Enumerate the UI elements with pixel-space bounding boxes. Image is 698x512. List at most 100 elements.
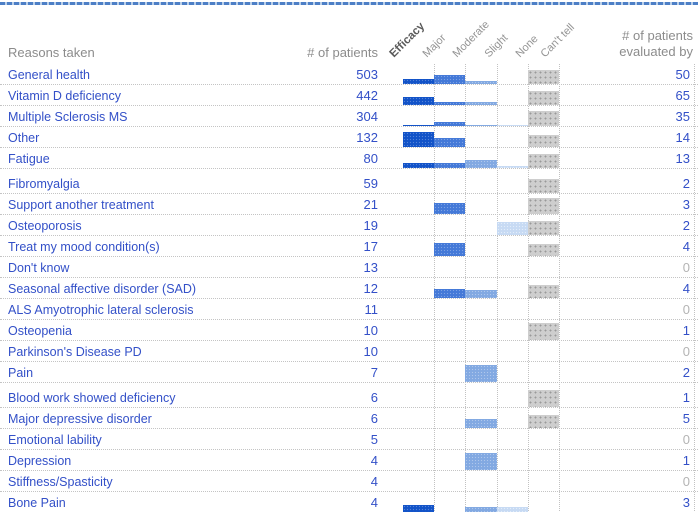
reason-link[interactable]: Pain [8, 366, 34, 380]
patients-count: 10 [363, 344, 378, 359]
evaluated-count: 65 [675, 88, 690, 103]
evaluated-count: 0 [682, 302, 690, 317]
efficacy-bar-cant-tell [528, 91, 559, 105]
evaluated-count: 4 [682, 239, 690, 254]
efficacy-header: Efficacy [387, 20, 428, 60]
evaluated-count: 0 [682, 474, 690, 489]
evaluated-count: 4 [682, 281, 690, 296]
num-evaluated-header: # of patients evaluated by [619, 28, 693, 59]
patients-count: 503 [356, 67, 378, 82]
reason-link[interactable]: Bone Pain [8, 496, 66, 510]
reason-link[interactable]: Fatigue [8, 152, 50, 166]
efficacy-bar-cant-tell [528, 323, 559, 340]
patients-count: 19 [363, 218, 378, 233]
gridline-right-edge [694, 64, 695, 512]
efficacy-bar-cant-tell [528, 154, 559, 168]
rating-header-cant-tell: Can't tell [538, 21, 578, 60]
table-row: Fatigue 80 13 [0, 148, 698, 169]
patients-count: 4 [370, 453, 378, 468]
efficacy-bar-none [497, 166, 528, 168]
table-row: Vitamin D deficiency 442 65 [0, 85, 698, 106]
reason-link[interactable]: Depression [8, 454, 72, 468]
rating-header-slight: Slight [482, 32, 511, 60]
table-row: Other 132 14 [0, 127, 698, 148]
efficacy-bar-cant-tell [528, 70, 559, 84]
reason-link[interactable]: Multiple Sclerosis MS [8, 110, 128, 124]
efficacy-bar-cant-tell [528, 111, 559, 126]
efficacy-bar-none [497, 507, 528, 512]
gridline-canttell-right [559, 64, 560, 512]
table-row: Blood work showed deficiency 6 1 [0, 383, 698, 408]
table-body: General health 503 50 Vitamin D deficien… [0, 64, 698, 512]
reason-link[interactable]: Vitamin D deficiency [8, 89, 122, 103]
rating-header-major: Major [420, 32, 449, 60]
evaluated-count: 0 [682, 260, 690, 275]
reason-link[interactable]: Blood work showed deficiency [8, 391, 176, 405]
patients-count: 10 [363, 323, 378, 338]
efficacy-bar-slight [465, 81, 497, 84]
patients-count: 6 [370, 390, 378, 405]
efficacy-bar-slight [465, 160, 497, 168]
table-row: Osteoporosis 19 2 [0, 215, 698, 236]
gridline-major-moderate [434, 64, 435, 512]
reason-link[interactable]: Seasonal affective disorder (SAD) [8, 282, 197, 296]
table-row: Pain 7 2 [0, 362, 698, 383]
table-row: Osteopenia 10 1 [0, 320, 698, 341]
evaluated-count: 2 [682, 365, 690, 380]
reason-link[interactable]: Major depressive disorder [8, 412, 152, 426]
table-row: Major depressive disorder 6 5 [0, 408, 698, 429]
reason-link[interactable]: General health [8, 68, 91, 82]
table-row: Depression 4 1 [0, 450, 698, 471]
efficacy-bar-cant-tell [528, 244, 559, 256]
reason-link[interactable]: Osteopenia [8, 324, 72, 338]
patients-count: 21 [363, 197, 378, 212]
evaluated-count: 3 [682, 495, 690, 510]
num-patients-header: # of patients [307, 45, 378, 60]
reason-link[interactable]: Parkinson's Disease PD [8, 345, 142, 359]
patients-count: 11 [364, 302, 379, 317]
efficacy-bar-slight [465, 102, 497, 105]
patients-count: 59 [363, 176, 378, 191]
patients-count: 304 [356, 109, 378, 124]
patients-count: 132 [356, 130, 378, 145]
efficacy-bar-moderate [434, 102, 465, 105]
reason-link[interactable]: Support another treatment [8, 198, 154, 212]
patients-count: 4 [370, 495, 378, 510]
evaluated-count: 0 [682, 432, 690, 447]
table-row: Don't know 13 0 [0, 257, 698, 278]
reason-link[interactable]: Emotional lability [8, 433, 102, 447]
reason-link[interactable]: Other [8, 131, 40, 145]
evaluated-count: 1 [682, 453, 690, 468]
reason-link[interactable]: Don't know [8, 261, 70, 275]
efficacy-bar-major [403, 79, 434, 84]
efficacy-bar-cant-tell [528, 198, 559, 214]
efficacy-bar-none [497, 222, 528, 235]
efficacy-bar-moderate [434, 163, 465, 168]
table-row: Stiffness/Spasticity 4 0 [0, 471, 698, 492]
evaluated-count: 35 [675, 109, 690, 124]
reason-link[interactable]: Fibromyalgia [8, 177, 80, 191]
efficacy-bar-moderate [434, 122, 465, 126]
reason-link[interactable]: Osteoporosis [8, 219, 82, 233]
efficacy-bar-major [403, 125, 434, 126]
reason-link[interactable]: ALS Amyotrophic lateral sclerosis [8, 303, 194, 317]
table-row: Seasonal affective disorder (SAD) 12 4 [0, 278, 698, 299]
efficacy-bar-slight [465, 419, 497, 428]
efficacy-bar-cant-tell [528, 135, 559, 147]
patients-count: 80 [363, 151, 378, 166]
evaluated-count: 14 [675, 130, 690, 145]
evaluated-count: 13 [675, 151, 690, 166]
patients-count: 5 [370, 432, 378, 447]
efficacy-bar-slight [465, 507, 497, 512]
top-divider [0, 2, 698, 5]
efficacy-bar-cant-tell [528, 390, 559, 407]
evaluated-count: 5 [682, 411, 690, 426]
table-row: General health 503 50 [0, 64, 698, 85]
gridline-moderate-slight [465, 64, 466, 512]
efficacy-bar-cant-tell [528, 179, 559, 193]
patients-count: 13 [363, 260, 378, 275]
efficacy-bar-none [497, 125, 528, 126]
reason-link[interactable]: Stiffness/Spasticity [8, 475, 113, 489]
reason-link[interactable]: Treat my mood condition(s) [8, 240, 160, 254]
